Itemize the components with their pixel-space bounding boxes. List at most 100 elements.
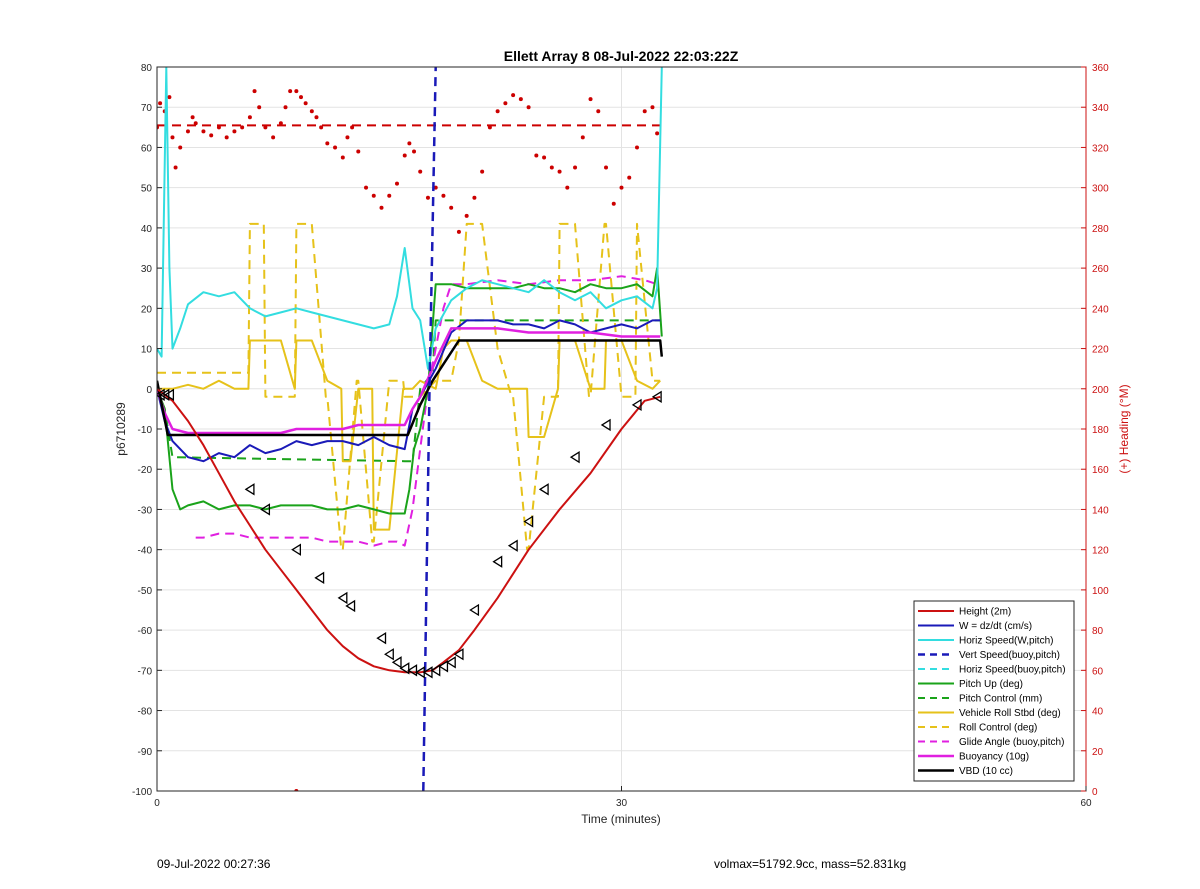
y2-tick-label: 180 [1092,425,1109,436]
heading-point [371,193,376,198]
heading-point [412,149,417,154]
heading-point [294,89,299,94]
y-tick-label: -20 [138,465,153,476]
height-marker [422,666,433,679]
heading-point [518,97,523,102]
y2-tick-label: 0 [1092,787,1098,798]
legend-box [913,600,1075,782]
legend-label: Buoyancy (10g) [959,752,1029,763]
height-marker [631,398,642,412]
height-marker [291,543,302,556]
heading-point [232,129,237,134]
heading-point [596,109,601,114]
heading-point [472,195,477,200]
y-tick-label: 60 [141,143,153,154]
y2-tick-label: 360 [1092,63,1109,74]
heading-point [303,101,308,106]
height-marker [538,483,549,496]
y-tick-label: -50 [138,586,153,597]
series-line-pitch-up-deg [157,267,663,515]
heading-point [480,169,485,174]
heading-point [271,135,276,140]
heading-point [263,125,268,130]
heading-point [588,97,593,102]
y2-tick-label: 160 [1092,465,1109,476]
heading-point [425,195,430,200]
heading-point [309,109,314,114]
y2-tick-label: 120 [1092,546,1109,557]
y-tick-label: -90 [138,747,153,758]
heading-point [364,185,369,190]
height-marker [376,631,387,645]
series-line-height-2m [157,388,661,674]
legend-label: Glide Angle (buoy,pitch) [959,737,1064,748]
height-marker [430,664,441,677]
heading-point [209,133,214,138]
height-marker [438,660,449,673]
data-layer [157,67,664,791]
y2-tick-label: 340 [1092,103,1109,114]
height-marker [157,388,165,401]
heading-point [573,165,578,170]
legend-label: Horiz Speed(W,pitch) [959,636,1053,647]
height-marker [523,515,534,528]
y-tick-label: 0 [146,385,152,396]
chart-title: Ellett Array 8 08-Jul-2022 22:03:22Z [504,48,739,64]
height-marker [314,571,325,584]
heading-point [456,229,461,234]
y2-tick-label: 320 [1092,143,1109,154]
y-tick-label: 30 [141,264,153,275]
legend-label: VBD (10 cc) [959,766,1013,777]
x-tick-label: 0 [154,798,160,809]
y2-tick-label: 260 [1092,264,1109,275]
y2-tick-label: 80 [1092,626,1104,637]
heading-point [650,105,655,110]
heading-point [565,185,570,190]
series-line-roll-control-deg [157,222,661,551]
series-line-w-dz-dt-cm-s [157,319,661,463]
heading-point [407,141,412,146]
heading-point [325,141,330,146]
axes: 80706050403020100-10-20-30-40-50-60-70-8… [132,63,1109,809]
heading-point [627,175,632,180]
height-marker [651,390,662,403]
y2-tick-label: 240 [1092,304,1109,315]
height-marker [453,648,464,661]
height-marker [492,555,503,568]
height-marker [391,656,402,669]
heading-point [247,115,252,120]
footer-timestamp: 09-Jul-2022 00:27:36 [157,857,271,871]
heading-point [634,145,639,150]
heading-point [158,101,163,106]
y-tick-label: -70 [138,666,153,677]
series-line-horiz-speed-w-pitch [157,67,663,370]
y-tick-label: 80 [141,63,153,74]
heading-point [487,125,492,130]
height-marker [469,603,480,617]
legend-label: Pitch Control (mm) [959,694,1042,705]
y-tick-label: 50 [141,184,153,195]
height-marker [600,418,611,432]
y-tick-label: -30 [138,505,153,516]
height-marker [445,656,456,669]
y2-tick-label: 20 [1092,747,1104,758]
heading-point [185,129,190,134]
y-tick-label: 10 [141,345,153,356]
heading-point [464,213,469,218]
y2-tick-label: 60 [1092,666,1104,677]
heading-point [526,105,531,110]
heading-point [257,105,262,110]
heading-point [534,153,539,158]
height-marker [345,599,356,613]
y-tick-label: 70 [141,103,153,114]
series-line-vbd-10-cc [157,339,664,437]
legend-label: W = dz/dt (cm/s) [959,621,1032,632]
y2-tick-label: 100 [1092,586,1109,597]
heading-point [278,121,283,126]
legend-label: Vehicle Roll Stbd (deg) [959,708,1061,719]
heading-point [216,125,221,130]
series-line-vert-speed-buoy-pitch [422,67,437,791]
y2-axis-label: (+) Heading (°M) [1117,384,1131,473]
height-marker [260,503,271,516]
